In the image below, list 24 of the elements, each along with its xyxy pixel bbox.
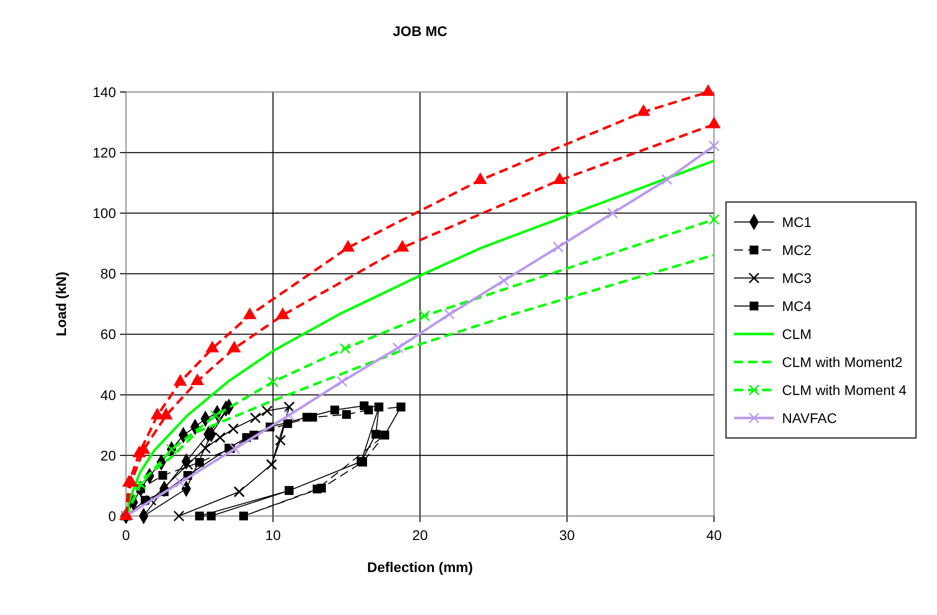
y-tick-label: 100: [92, 205, 116, 222]
x-tick-label: 40: [706, 527, 722, 543]
y-tick-label: 80: [100, 266, 116, 282]
legend-label: NAVFAC: [782, 410, 837, 426]
y-tick-label: 120: [92, 144, 116, 160]
legend-label: MC4: [782, 298, 812, 314]
y-tick-label: 60: [100, 326, 116, 342]
x-tick-label: 20: [412, 527, 428, 543]
x-tick-label: 30: [559, 527, 575, 543]
legend-label: CLM: [782, 326, 812, 342]
y-tick-label: 40: [100, 386, 116, 403]
y-tick-label: 0: [108, 508, 116, 524]
x-tick-label: 0: [122, 527, 130, 543]
x-axis-title: Deflection (mm): [367, 559, 473, 575]
legend-label: CLM with Moment2: [782, 354, 903, 370]
legend-label: MC3: [782, 270, 812, 286]
legend-label: CLM with Moment 4: [782, 382, 907, 398]
legend-label: MC2: [782, 242, 812, 258]
y-axis-title: Load (kN): [53, 272, 69, 336]
chart-title: JOB MC: [392, 23, 448, 39]
x-tick-label: 10: [265, 527, 281, 543]
y-tick-label: 140: [92, 84, 116, 100]
y-tick-label: 20: [100, 447, 116, 464]
legend-label: MC1: [782, 214, 812, 230]
